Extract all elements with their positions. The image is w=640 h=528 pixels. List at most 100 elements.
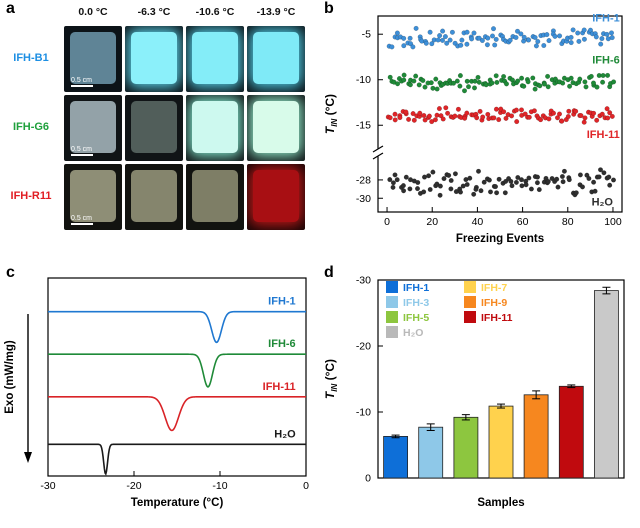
x-axis-label: Freezing Events bbox=[456, 233, 544, 245]
y-axis-label: TIN (°C) bbox=[323, 94, 339, 134]
series-label-IFH-6: IFH-6 bbox=[592, 54, 620, 66]
panel-b-scatter: b 0 20 40 60 80 100 -5 -10 -15 -28 -30 IFH-1 IFH-6 IF… bbox=[318, 0, 640, 264]
sample-square bbox=[192, 32, 238, 84]
scatter-series-IFH-1 bbox=[386, 25, 615, 50]
scale-bar: 0.5 cm bbox=[71, 215, 93, 225]
legend-swatch-IFH-3 bbox=[386, 296, 398, 308]
sample-photo-IFH-B1-col0: 0.5 cm bbox=[64, 26, 122, 92]
dsc-svg: -30 -20 -10 0 IFH-1 IFH-6 IFH-11 H₂O Temperature… bbox=[4, 277, 309, 509]
y-tick-label: -15 bbox=[356, 120, 371, 132]
panel-d-label: d bbox=[324, 264, 334, 281]
y-tick-label: 0 bbox=[365, 473, 371, 485]
row-label-IFH-R11: IFH-R11 bbox=[10, 190, 52, 202]
x-tick-label: -20 bbox=[126, 480, 141, 492]
legend-swatch-IFH-5 bbox=[386, 311, 398, 323]
scale-bar-text: 0.5 cm bbox=[71, 215, 93, 222]
bar-IFH-7 bbox=[488, 405, 514, 479]
series-label-H₂O: H₂O bbox=[592, 197, 614, 209]
legend-swatch-IFH-9 bbox=[464, 296, 476, 308]
curve-label-IFH-6: IFH-6 bbox=[268, 338, 296, 350]
sample-square bbox=[253, 32, 299, 84]
x-tick-label: -10 bbox=[212, 480, 227, 492]
scatter-svg: 0 20 40 60 80 100 -5 -10 -15 -28 -30 IFH-1 IFH-6 IFH-… bbox=[323, 12, 623, 245]
sample-square bbox=[192, 170, 238, 222]
scatter-series-IFH-11 bbox=[385, 105, 615, 125]
dsc-curve-IFH-11 bbox=[48, 396, 306, 432]
sample-square bbox=[70, 32, 116, 84]
x-axis-label: Samples bbox=[477, 497, 524, 509]
axis-break-mark bbox=[372, 152, 384, 160]
curve-label-IFH-11: IFH-11 bbox=[263, 381, 296, 393]
legend-label-IFH-5: IFH-5 bbox=[403, 312, 429, 324]
legend-label-IFH-3: IFH-3 bbox=[403, 297, 429, 309]
panel-a-photos: a 0.0 °C -6.3 °C -10.6 °C -13.9 °C IFH-B1 0.… bbox=[0, 0, 318, 264]
sample-photo-IFH-R11-col0: 0.5 cm bbox=[64, 164, 122, 230]
sample-photo-IFH-B1-col2 bbox=[186, 26, 244, 92]
x-axis-label: Temperature (°C) bbox=[131, 497, 224, 509]
temp-header-1: -6.3 °C bbox=[137, 6, 171, 18]
panel-d-bars: d 0 -10 -20 -30 IFH-1 IFH-3 IFH-5 H₂O IFH-7 IFH-9… bbox=[318, 264, 640, 528]
temp-header-0: 0.0 °C bbox=[78, 6, 108, 18]
sample-square bbox=[131, 101, 177, 153]
plot-frame bbox=[47, 277, 307, 477]
bar-svg: 0 -10 -20 -30 IFH-1 IFH-3 IFH-5 H₂O IFH-7 IFH-9 IF… bbox=[323, 275, 625, 509]
sample-photo-IFH-G6-col1 bbox=[125, 95, 183, 161]
curve-label-H₂O: H₂O bbox=[274, 428, 296, 440]
y-tick-label: -5 bbox=[362, 29, 371, 41]
y-axis-label: Exo (mW/mg) bbox=[4, 340, 16, 414]
tin-bar-chart: 0 -10 -20 -30 IFH-1 IFH-3 IFH-5 H₂O IFH-7 IFH-9 IF… bbox=[318, 264, 640, 528]
bar-IFH-3 bbox=[418, 426, 444, 479]
y-tick-label: -30 bbox=[356, 275, 371, 287]
sample-photo-IFH-R11-col3 bbox=[247, 164, 305, 230]
plot-frame bbox=[377, 15, 623, 213]
x-tick-label: 40 bbox=[472, 216, 484, 228]
series-label-IFH-1: IFH-1 bbox=[592, 12, 620, 24]
scale-bar: 0.5 cm bbox=[71, 146, 93, 156]
panel-b-label: b bbox=[324, 0, 334, 17]
x-tick-label: -30 bbox=[40, 480, 55, 492]
scale-bar-line bbox=[71, 85, 93, 87]
temp-header-2: -10.6 °C bbox=[195, 6, 235, 18]
y-axis-label: TIN (°C) bbox=[323, 359, 339, 399]
exo-arrow-head bbox=[24, 452, 32, 463]
scale-bar-line bbox=[71, 223, 93, 225]
bar-IFH-9 bbox=[523, 394, 549, 479]
dsc-curve-IFH-6 bbox=[48, 353, 306, 388]
scale-bar-line bbox=[71, 154, 93, 156]
sample-photo-IFH-R11-col1 bbox=[125, 164, 183, 230]
x-tick-label: 0 bbox=[303, 480, 309, 492]
panel-c-label: c bbox=[6, 264, 15, 281]
legend-label-IFH-1: IFH-1 bbox=[403, 282, 429, 294]
y-tick-label: -20 bbox=[356, 341, 371, 353]
bar-IFH-1 bbox=[383, 435, 408, 479]
legend-swatch-IFH-7 bbox=[464, 281, 476, 293]
bar-IFH-11 bbox=[558, 385, 584, 479]
sample-square bbox=[131, 170, 177, 222]
sample-photo-IFH-B1-col3 bbox=[247, 26, 305, 92]
y-tick-label: -28 bbox=[356, 174, 371, 186]
y-tick-label: -30 bbox=[356, 193, 371, 205]
sample-photo-IFH-G6-col0: 0.5 cm bbox=[64, 95, 122, 161]
y-tick-label: -10 bbox=[356, 407, 371, 419]
sample-square bbox=[253, 170, 299, 222]
x-tick-label: 80 bbox=[562, 216, 574, 228]
scatter-series-H₂O bbox=[387, 167, 617, 198]
axis-break-mark bbox=[372, 145, 384, 153]
bar-H₂O bbox=[593, 290, 619, 479]
legend-swatch-H₂O bbox=[386, 326, 398, 338]
legend-label-IFH-11: IFH-11 bbox=[481, 312, 513, 324]
row-label-IFH-B1: IFH-B1 bbox=[13, 52, 49, 64]
legend-label-H₂O: H₂O bbox=[403, 327, 423, 339]
legend-label-IFH-9: IFH-9 bbox=[481, 297, 507, 309]
legend-label-IFH-7: IFH-7 bbox=[481, 282, 507, 294]
sample-square bbox=[70, 170, 116, 222]
sample-photo-IFH-R11-col2 bbox=[186, 164, 244, 230]
sample-square bbox=[253, 101, 299, 153]
temp-header-3: -13.9 °C bbox=[256, 6, 296, 18]
scale-bar: 0.5 cm bbox=[71, 77, 93, 87]
bar-IFH-5 bbox=[453, 416, 479, 479]
legend-swatch-IFH-11 bbox=[464, 311, 476, 323]
dsc-curve-H₂O bbox=[48, 443, 306, 476]
y-tick-label: -10 bbox=[356, 74, 371, 86]
